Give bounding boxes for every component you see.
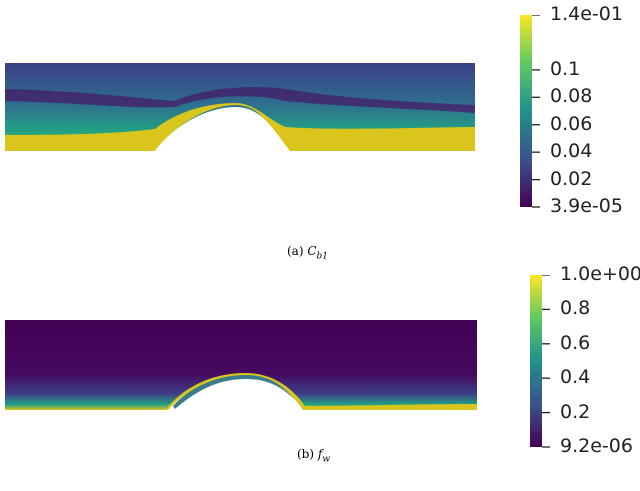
colorbar-tick-label: 0.02 bbox=[550, 167, 593, 190]
colorbar-tick-label: 1.0e+00 bbox=[560, 263, 640, 285]
colorbar-tick-label: 0.4 bbox=[560, 366, 591, 389]
field-b-bump-layer bbox=[173, 375, 295, 409]
colorbar-tick-label: 0.06 bbox=[550, 112, 593, 135]
field-a-wall-layer bbox=[5, 103, 475, 151]
colorbar-tick-label: 0.04 bbox=[550, 140, 593, 163]
panel-a: 1.4e-01 0.1 0.08 0.06 0.04 0.02 3.9e-05 (a) Cb… bbox=[5, 3, 623, 262]
colorbar-tick-label: 0.2 bbox=[560, 400, 591, 423]
field-a-dark-band bbox=[5, 87, 475, 113]
colorbar-tick-label: 0.08 bbox=[550, 85, 593, 108]
contour-field-b bbox=[5, 320, 477, 410]
colorbar-tick-label: 0.1 bbox=[550, 57, 581, 80]
colorbar-b bbox=[530, 275, 550, 448]
colorbar-tick-label: 0.6 bbox=[560, 331, 591, 354]
caption-b: (b) fw bbox=[297, 447, 331, 465]
contour-field-a bbox=[5, 63, 475, 151]
colorbar-tick-label: 0.8 bbox=[560, 297, 591, 320]
colorbar-tick-label: 1.4e-01 bbox=[550, 3, 623, 25]
caption-a: (a) Cb1 bbox=[287, 244, 329, 262]
panel-b: 1.0e+00 0.8 0.6 0.4 0.2 9.2e-06 (b) fw bbox=[0, 265, 640, 491]
colorbar-tick-label: 9.2e-06 bbox=[560, 435, 633, 457]
field-a-bump bbox=[155, 107, 290, 151]
colorbar-tick-label: 3.9e-05 bbox=[550, 195, 623, 217]
field-b-bump bbox=[168, 377, 303, 410]
colorbar-a bbox=[520, 15, 540, 208]
